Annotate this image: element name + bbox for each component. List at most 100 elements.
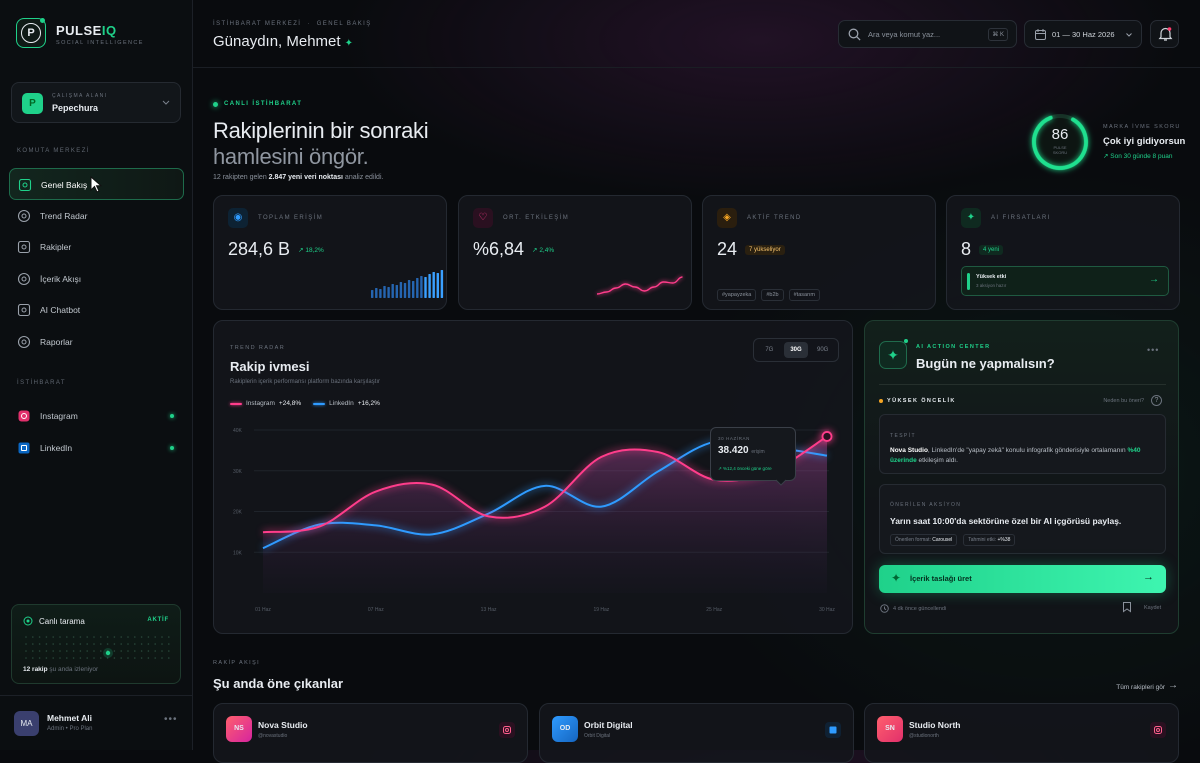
kpi-value-row: 8 4 yeni xyxy=(961,239,1004,260)
scan-dot xyxy=(100,650,102,652)
nav-item[interactable]: AI Chatbot xyxy=(9,294,184,326)
scan-dot xyxy=(72,643,75,645)
comp-title: Şu anda öne çıkanlar xyxy=(213,676,344,691)
save[interactable]: Kaydet xyxy=(1144,605,1162,611)
cta-button[interactable]: ✦ İçerik taslağı üret → xyxy=(879,565,1166,593)
user-menu[interactable]: ••• xyxy=(164,714,178,725)
spark-bar xyxy=(412,281,415,298)
kpi-icon: ♡ xyxy=(473,208,493,228)
kpi-value: 284,6 B xyxy=(228,239,291,259)
callout[interactable]: Yüksek etki 3 aksiyon hazır → xyxy=(961,266,1169,296)
platform-icon xyxy=(18,442,30,454)
scan-dot xyxy=(45,650,48,652)
competitor-card[interactable]: OD Orbit Digital Orbit Digital xyxy=(539,703,854,763)
nav-item[interactable]: Rakipler xyxy=(9,231,184,263)
competitor-handle: @studionorth xyxy=(909,733,939,739)
scan-dot xyxy=(100,636,102,638)
kpi-icon: ✦ xyxy=(961,208,981,228)
cta-arrow: → xyxy=(1143,571,1154,583)
scan-dot xyxy=(93,650,95,652)
chip: Önerilen format: Carousel xyxy=(890,534,958,546)
scan-dot xyxy=(140,643,143,645)
nav-item[interactable]: Instagram xyxy=(9,400,184,432)
priority: YÜKSEK ÖNCELİK xyxy=(887,398,956,404)
user-name: Mehmet Ali xyxy=(47,713,93,723)
search[interactable]: Ara veya komut yaz... ⌘ K xyxy=(838,20,1017,48)
bell-icon xyxy=(1158,27,1173,41)
cta-label: İçerik taslağı üret xyxy=(910,574,972,583)
range-tab[interactable]: 7G xyxy=(765,347,774,353)
nav-item[interactable]: İçerik Akışı xyxy=(9,263,184,295)
nav-icon xyxy=(17,272,31,285)
scan-dot xyxy=(59,657,61,659)
scan-dot xyxy=(25,650,27,652)
notifications[interactable] xyxy=(1150,20,1179,48)
kpi-icon: ◈ xyxy=(717,208,737,228)
bookmark-icon xyxy=(1123,602,1131,613)
status-dot xyxy=(170,445,174,450)
kpi-badge: 7 yükseliyor xyxy=(745,244,785,255)
spark-bar xyxy=(440,270,444,298)
engagement-sparkline xyxy=(596,276,683,295)
scan-dot xyxy=(113,636,116,638)
date-picker[interactable]: 01 — 30 Haz 2026 xyxy=(1024,20,1142,48)
scan-dot xyxy=(66,650,68,652)
scan-pulse xyxy=(105,650,111,656)
scan-dot xyxy=(134,657,136,659)
legend-label: Instagram xyxy=(246,400,275,407)
date-range: 01 — 30 Haz 2026 xyxy=(1052,30,1115,39)
tooltip-value-row: 38.420 erişim xyxy=(718,445,765,456)
icon-shape xyxy=(17,272,31,285)
ai-menu[interactable]: ••• xyxy=(1147,345,1160,355)
scan-icon xyxy=(23,616,33,626)
scan-dot xyxy=(59,650,61,652)
hero-title: hamlesini öngör. xyxy=(213,144,369,169)
competitor-card[interactable]: SN Studio North @studionorth xyxy=(864,703,1179,763)
kpi-label: AI FIRSATLARI xyxy=(991,215,1051,221)
competitor-card[interactable]: NS Nova Studio @novastudio xyxy=(213,703,528,763)
nav-item[interactable]: Raporlar xyxy=(9,326,184,358)
scan-dot xyxy=(86,636,88,638)
chevron xyxy=(1126,33,1132,37)
scan-dot xyxy=(32,650,34,652)
why[interactable]: Neden bu öneri? xyxy=(1103,398,1144,404)
comp-link[interactable]: Tüm rakipleri gör xyxy=(1116,684,1165,691)
scan-dot xyxy=(134,650,136,652)
kpi-value: 24 xyxy=(717,239,738,259)
cursor xyxy=(90,175,103,193)
kpi-icon: ◉ xyxy=(228,208,248,228)
range-tab[interactable]: 30G xyxy=(783,342,809,358)
range-tab[interactable]: 90G xyxy=(817,347,829,353)
status-dot xyxy=(170,414,174,418)
nav-label: Genel Bakış xyxy=(41,180,88,190)
nav-icon xyxy=(17,304,31,317)
scan-dot xyxy=(79,657,82,659)
scan-dot xyxy=(154,643,156,645)
competitor-name: Studio North xyxy=(909,720,961,730)
reach-sparkline xyxy=(371,270,444,298)
ai-action-center: ✦ AI ACTION CENTER Bugün ne yapmalısın? … xyxy=(864,320,1179,634)
scan-dot xyxy=(52,636,54,638)
scan-dot xyxy=(127,636,129,638)
nav-item[interactable]: Trend Radar xyxy=(9,200,184,232)
nav-icon xyxy=(17,241,31,254)
score-status: Çok iyi gidiyorsun xyxy=(1103,136,1186,147)
nav-item[interactable]: LinkedIn xyxy=(9,432,184,464)
workspace-switcher[interactable]: P ÇALIŞMA ALANI Pepechura xyxy=(11,82,181,123)
user-avatar[interactable]: MA xyxy=(14,711,39,736)
scan-dot xyxy=(79,643,82,645)
scan-dot xyxy=(140,636,143,638)
icon-shape xyxy=(17,335,31,349)
scan-dot xyxy=(127,650,129,652)
scan-dot xyxy=(127,643,129,645)
platform-shape xyxy=(505,728,509,732)
legend-item: LinkedIn +16,2% xyxy=(313,400,380,407)
scan-dot xyxy=(140,650,143,652)
logo[interactable]: P xyxy=(16,18,46,48)
trend-radar-card: TREND RADAR Rakip ivmesi Rakiplerin içer… xyxy=(213,320,853,634)
nav-label: Raporlar xyxy=(40,337,73,347)
kpi-value: 8 xyxy=(961,239,972,259)
tag: #yapayzeka xyxy=(717,289,757,301)
scan-dot xyxy=(106,636,109,638)
scan-dot xyxy=(106,657,109,659)
